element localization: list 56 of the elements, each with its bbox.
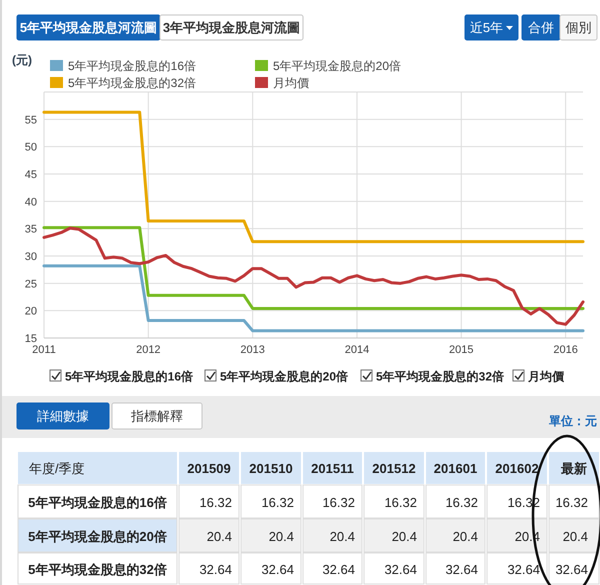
legend-label: 5年平均現金股息的32倍 bbox=[68, 76, 196, 90]
text: 32.64 bbox=[261, 562, 294, 577]
text: 5年平均現金股息的16倍 bbox=[28, 495, 167, 510]
x-tick-label: 2015 bbox=[449, 344, 474, 356]
text: 201512 bbox=[372, 461, 416, 476]
text: 20.4 bbox=[206, 529, 232, 544]
text: 5年平均現金股息的16倍 bbox=[65, 370, 194, 384]
text: 32.64 bbox=[555, 562, 588, 577]
x-tick-label: 2016 bbox=[553, 344, 578, 356]
text: 32.64 bbox=[507, 562, 540, 577]
y-tick-label: 20 bbox=[24, 306, 37, 318]
text: 32.64 bbox=[384, 562, 417, 577]
text: 201602 bbox=[495, 461, 539, 476]
y-tick-label: 40 bbox=[24, 196, 37, 208]
line-series bbox=[42, 226, 584, 326]
text: 5年平均現金股息的20倍 bbox=[28, 529, 167, 544]
y-tick-label: 45 bbox=[24, 169, 37, 181]
text: 201601 bbox=[434, 461, 478, 476]
text: 32.64 bbox=[199, 562, 232, 577]
x-tick-label: 2014 bbox=[344, 344, 370, 356]
text: 單位：元 bbox=[548, 414, 597, 428]
text: 5年平均現金股息的32倍 bbox=[376, 370, 504, 384]
text: 16.32 bbox=[322, 495, 355, 510]
text: 201509 bbox=[187, 461, 231, 476]
text: 月均價 bbox=[528, 370, 564, 384]
legend-label: 月均價 bbox=[273, 76, 309, 90]
text: 16.32 bbox=[261, 495, 294, 510]
text: 20.4 bbox=[452, 529, 478, 544]
text: 20.4 bbox=[330, 529, 355, 544]
text: 32.64 bbox=[322, 562, 355, 577]
y-tick-label: 55 bbox=[24, 114, 37, 126]
text: 20.4 bbox=[562, 529, 588, 544]
y-axis-title: (元) bbox=[12, 53, 32, 67]
legend-label: 5年平均現金股息的20倍 bbox=[273, 59, 402, 73]
text: 5年平均現金股息的32倍 bbox=[28, 562, 167, 577]
text: 16.32 bbox=[199, 495, 232, 510]
text: 32.64 bbox=[445, 562, 478, 577]
text: 201510 bbox=[249, 461, 293, 476]
text: 20.4 bbox=[268, 529, 294, 544]
text: 年度/季度 bbox=[29, 461, 85, 476]
text: 16.32 bbox=[384, 495, 417, 510]
text: 201511 bbox=[311, 461, 354, 476]
y-tick-label: 30 bbox=[24, 251, 37, 263]
text: 16.32 bbox=[555, 495, 588, 510]
x-tick-label: 2012 bbox=[136, 344, 161, 356]
y-tick-label: 15 bbox=[24, 333, 37, 345]
text: 20.4 bbox=[392, 529, 417, 544]
text: 5年平均現金股息的20倍 bbox=[220, 370, 348, 384]
y-tick-label: 50 bbox=[24, 142, 37, 154]
text: 16.32 bbox=[445, 495, 478, 510]
x-tick-label: 2013 bbox=[240, 344, 265, 356]
legend-label: 5年平均現金股息的16倍 bbox=[68, 59, 196, 73]
y-tick-label: 35 bbox=[24, 224, 37, 236]
text: 最新 bbox=[560, 461, 587, 476]
x-tick-label: 2011 bbox=[32, 344, 56, 356]
y-tick-label: 25 bbox=[24, 278, 37, 290]
